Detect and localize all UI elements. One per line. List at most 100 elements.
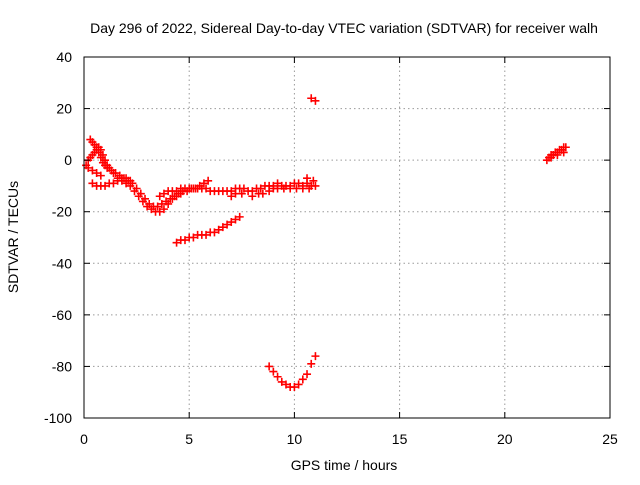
data-point	[202, 184, 211, 193]
data-point	[159, 205, 168, 214]
axis-ticks: 0 5 10 15 20 25 -100 -80 -60 -40 -20 0 20 40	[44, 49, 618, 447]
data-point	[126, 176, 135, 185]
data-point	[559, 148, 568, 157]
series-arc-7	[265, 352, 320, 392]
data-point	[84, 163, 93, 172]
data-point	[180, 236, 189, 245]
data-point	[227, 192, 236, 201]
series-arc-4	[88, 174, 135, 190]
data-point	[96, 171, 105, 180]
data-point	[227, 218, 236, 227]
data-point	[214, 225, 223, 234]
plot-frame	[83, 56, 611, 419]
data-point	[258, 189, 267, 198]
data-point	[113, 176, 122, 185]
data-point	[311, 181, 320, 190]
data-point	[237, 189, 246, 198]
data-point	[159, 189, 168, 198]
x-tick-label: 10	[287, 431, 303, 447]
data-point	[134, 192, 143, 201]
data-point	[265, 362, 274, 371]
data-point	[92, 169, 101, 178]
x-tick-label: 15	[392, 431, 408, 447]
data-point	[303, 174, 312, 183]
data-point	[189, 233, 198, 242]
series-arc-1	[86, 135, 213, 211]
data-point	[199, 179, 208, 188]
data-point	[294, 380, 303, 389]
data-point	[561, 143, 570, 152]
data-point	[155, 192, 164, 201]
data-point	[88, 166, 97, 175]
data-point	[248, 192, 257, 201]
data-point	[109, 179, 118, 188]
data-point	[101, 181, 110, 190]
data-point	[307, 94, 316, 103]
x-tick-label: 20	[497, 431, 513, 447]
data-point	[172, 238, 181, 247]
data-point	[290, 383, 299, 392]
data-point	[311, 352, 320, 361]
data-point	[553, 150, 562, 159]
data-point	[235, 212, 244, 221]
data-point	[231, 215, 240, 224]
y-tick-label: 0	[64, 152, 72, 168]
series-arc-9	[542, 143, 570, 165]
data-point	[147, 205, 156, 214]
y-axis-label: SDTVAR / TECUs	[5, 181, 21, 293]
grid	[84, 57, 610, 418]
data-point	[309, 176, 318, 185]
x-tick-label: 0	[80, 431, 88, 447]
data-point	[311, 96, 320, 105]
data-point	[153, 202, 162, 211]
data-point	[294, 179, 303, 188]
y-tick-label: -20	[52, 204, 72, 220]
x-tick-label: 5	[185, 431, 193, 447]
data-point	[138, 197, 147, 206]
x-axis-label: GPS time / hours	[291, 457, 398, 473]
y-tick-label: 40	[56, 49, 72, 65]
chart-title: Day 296 of 2022, Sidereal Day-to-day VTE…	[90, 20, 598, 36]
data-point	[204, 176, 213, 185]
data-point	[307, 359, 316, 368]
data-point	[105, 163, 114, 172]
data-point	[277, 377, 286, 386]
data-point	[269, 367, 278, 376]
data-point	[273, 372, 282, 381]
data-point	[547, 153, 556, 162]
data-point	[164, 199, 173, 208]
data-point	[303, 370, 312, 379]
data-point	[298, 375, 307, 384]
data-point	[155, 207, 164, 216]
data-point	[281, 380, 290, 389]
data-points	[82, 94, 570, 392]
series-arc-8	[307, 94, 320, 105]
y-tick-label: -80	[52, 358, 72, 374]
data-point	[96, 145, 105, 154]
data-point	[172, 187, 181, 196]
data-point	[218, 223, 227, 232]
data-point	[305, 184, 314, 193]
data-point	[202, 230, 211, 239]
data-point	[239, 184, 248, 193]
series-arc-3	[82, 161, 105, 180]
y-tick-label: -40	[52, 255, 72, 271]
data-point	[210, 228, 219, 237]
x-tick-label: 25	[602, 431, 618, 447]
data-point	[122, 174, 131, 183]
data-point	[101, 156, 110, 165]
data-point	[223, 220, 232, 229]
y-tick-label: -100	[44, 410, 72, 426]
data-point	[98, 150, 107, 159]
data-point	[256, 184, 265, 193]
series-arc-6	[172, 212, 244, 247]
y-tick-label: 20	[56, 101, 72, 117]
y-tick-label: -60	[52, 307, 72, 323]
data-point	[143, 202, 152, 211]
data-point	[130, 187, 139, 196]
data-point	[88, 179, 97, 188]
data-point	[265, 187, 274, 196]
series-arc-5b	[227, 174, 318, 201]
